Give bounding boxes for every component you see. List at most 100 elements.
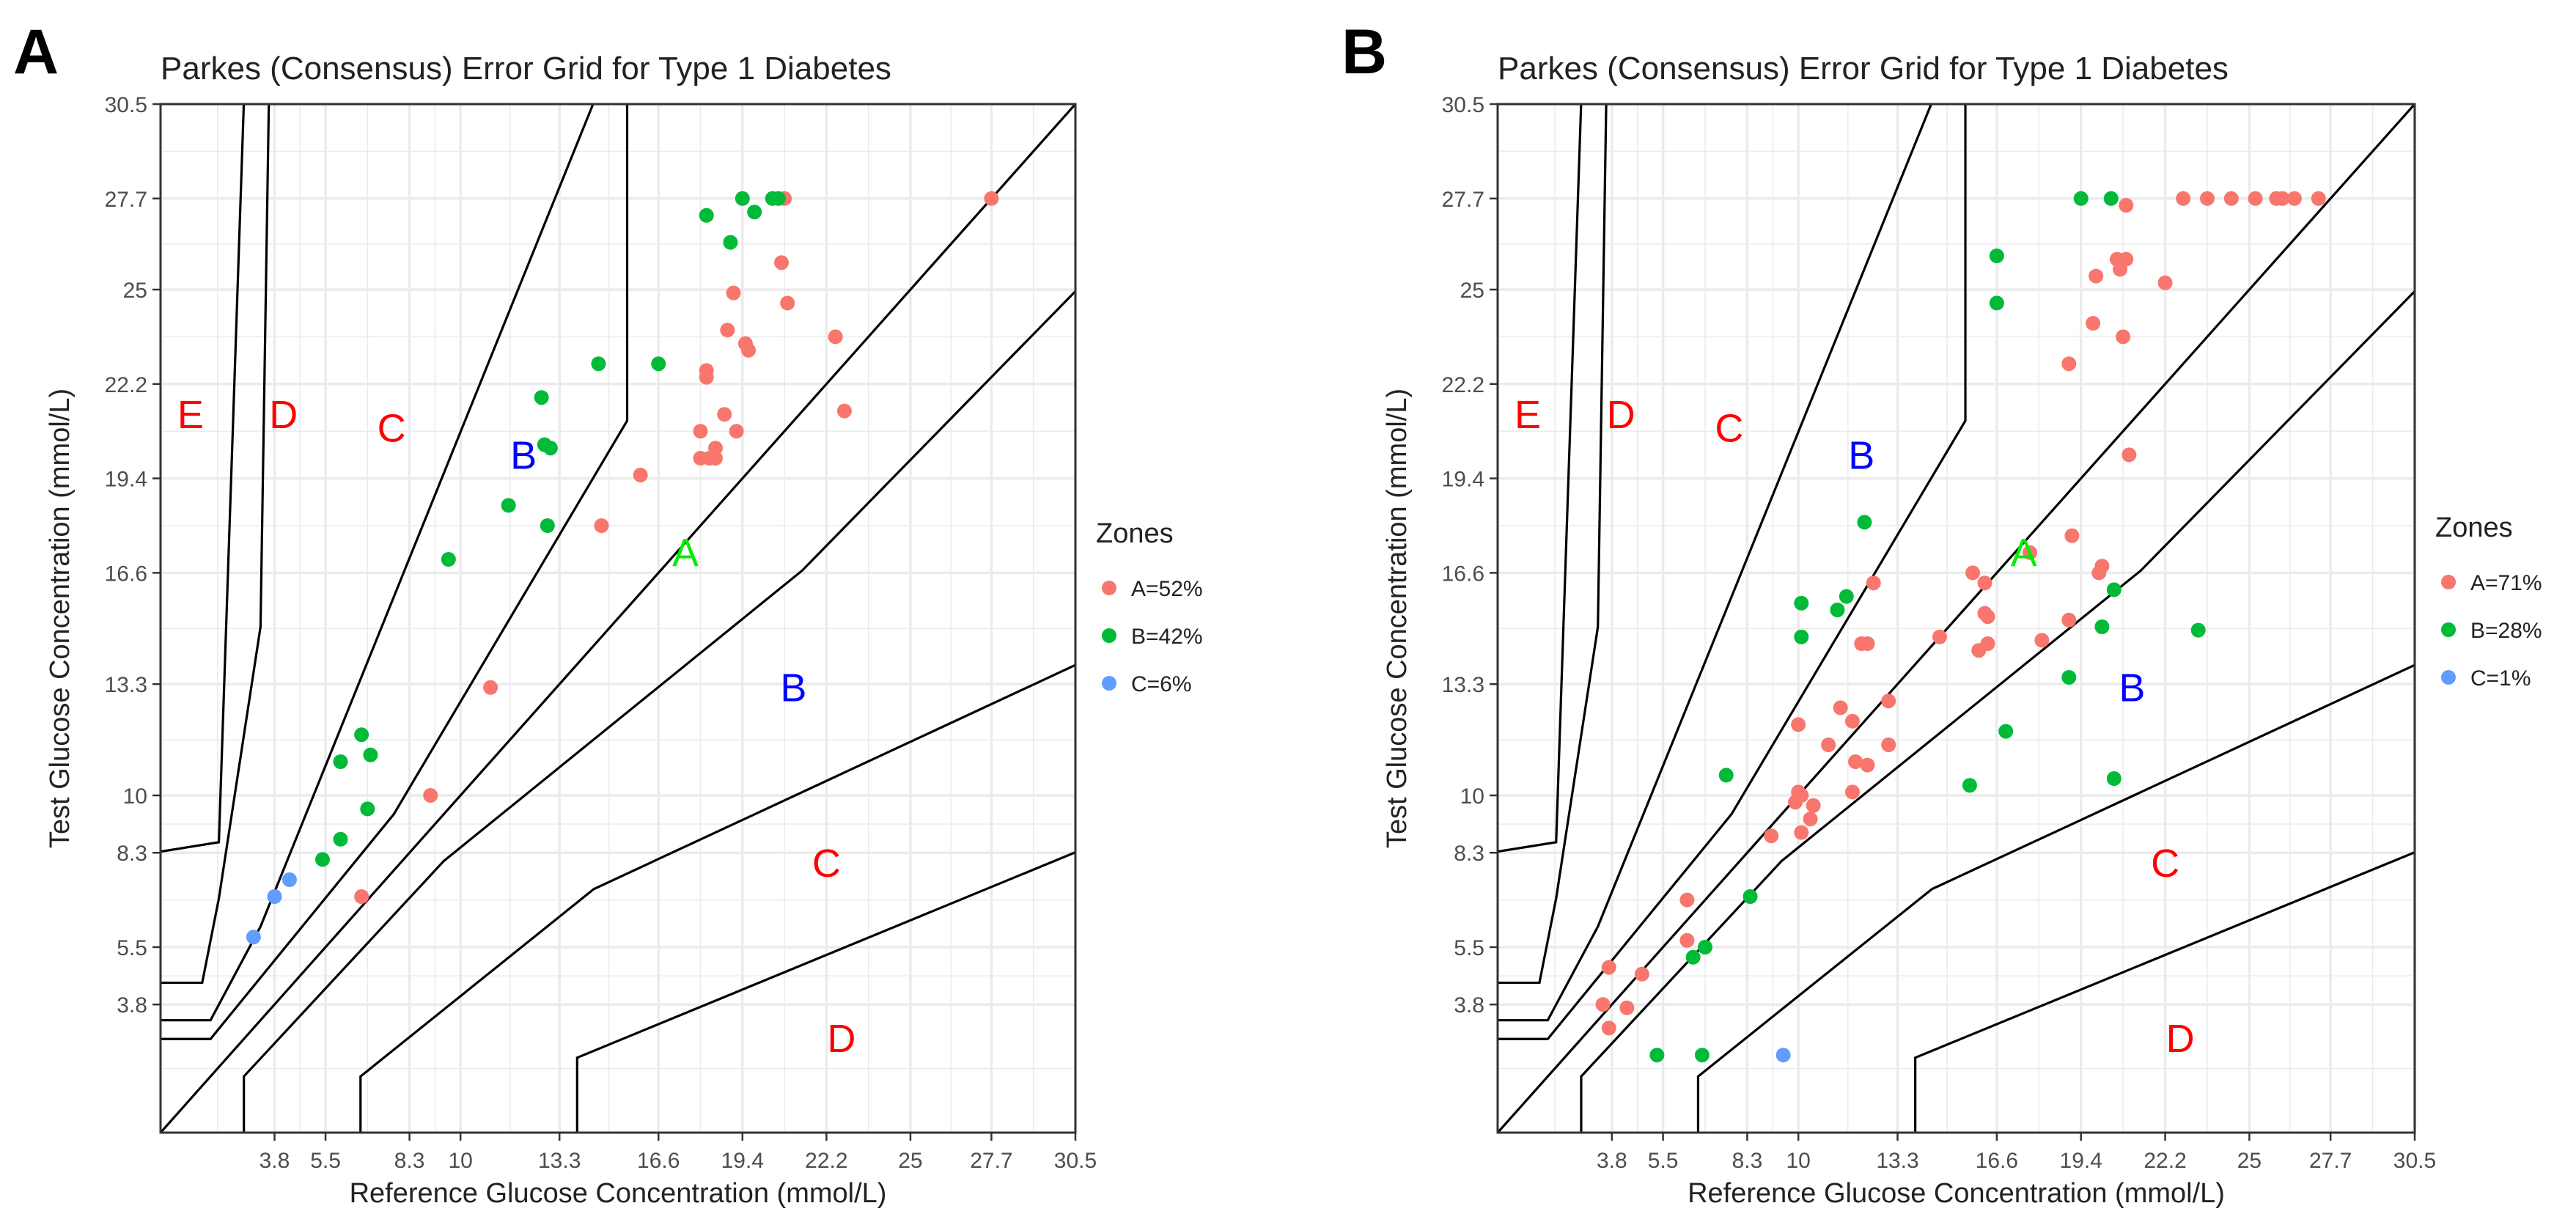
data-point — [2034, 633, 2050, 648]
legend-entry-label: A=52% — [1131, 577, 1203, 601]
chart-title: Parkes (Consensus) Error Grid for Type 1… — [161, 51, 891, 87]
data-point — [2286, 191, 2302, 206]
data-point — [1775, 1048, 1791, 1063]
data-point — [1794, 629, 1809, 644]
data-point — [2073, 191, 2089, 206]
zone-boundary-line — [1498, 104, 1967, 1040]
data-point — [747, 205, 762, 220]
data-point — [1679, 892, 1695, 908]
data-point — [1788, 795, 1803, 810]
data-point — [1743, 889, 1758, 904]
x-tick-label: 3.8 — [260, 1149, 290, 1173]
data-point — [1791, 717, 1806, 732]
y-tick-label: 30.5 — [1442, 93, 1484, 117]
x-tick-label: 25 — [2237, 1149, 2262, 1173]
data-point — [2086, 316, 2101, 331]
data-point — [1965, 565, 1981, 581]
y-tick-label: 27.7 — [1442, 188, 1484, 212]
y-tick-label: 3.8 — [1454, 993, 1484, 1018]
zone-label-c: C — [812, 842, 841, 886]
legend-key — [2441, 622, 2456, 637]
data-point — [740, 342, 756, 358]
data-point — [726, 285, 741, 301]
y-axis-title: Test Glucose Concentration (mmol/L) — [1382, 389, 1413, 848]
x-tick-label: 5.5 — [1648, 1149, 1679, 1173]
x-tick-label: 8.3 — [1732, 1149, 1763, 1173]
data-point — [483, 680, 498, 695]
data-point — [1857, 515, 1872, 530]
zone-label-b: B — [2119, 666, 2145, 710]
x-axis-title: Reference Glucose Concentration (mmol/L) — [350, 1178, 887, 1209]
data-point — [1989, 249, 2004, 263]
data-point — [633, 468, 648, 482]
data-point — [2106, 582, 2121, 597]
data-point — [2223, 191, 2239, 206]
data-point — [354, 727, 369, 743]
data-point — [1989, 295, 2004, 311]
data-point — [1679, 932, 1695, 948]
zone-boundary-line — [1696, 663, 2415, 1133]
data-point — [333, 831, 348, 847]
y-tick-label: 22.2 — [1442, 373, 1484, 397]
data-point — [2061, 670, 2077, 685]
series-zone-b — [1649, 191, 2206, 1063]
legend-key — [1102, 628, 1116, 643]
panel-a: A Parkes (Consensus) Error Grid for Type … — [13, 17, 1203, 1209]
data-point — [2311, 191, 2326, 206]
zone-label-e: E — [1515, 393, 1541, 437]
legend-entry-label: A=71% — [2470, 571, 2542, 595]
zone-boundary-line — [1580, 290, 2415, 1133]
zone-boundary-line — [1914, 850, 2415, 1133]
data-point — [354, 889, 369, 904]
data-point — [1998, 724, 2014, 739]
data-point — [1932, 629, 1947, 644]
data-point — [780, 295, 795, 311]
x-tick-label: 30.5 — [1054, 1149, 1097, 1173]
zone-label-d: D — [2166, 1017, 2195, 1061]
legend: Zones A=71% B=28% C=1% — [2435, 512, 2542, 691]
legend-title: Zones — [1096, 518, 1174, 549]
zone-label-d: D — [1607, 393, 1635, 437]
zone-label-b: B — [1848, 433, 1874, 477]
zone-boundary-line — [161, 104, 271, 985]
data-point — [1794, 595, 1809, 611]
zone-boundary-line — [1498, 104, 1583, 853]
data-point — [1634, 966, 1649, 982]
x-tick-label: 3.8 — [1597, 1149, 1627, 1173]
zone-boundary-line — [161, 104, 595, 1022]
data-point — [1860, 757, 1875, 773]
data-point — [707, 451, 723, 466]
data-point — [2106, 771, 2121, 786]
x-tick-label: 22.2 — [805, 1149, 847, 1173]
y-tick-label: 8.3 — [117, 842, 147, 866]
zone-label-a: A — [672, 531, 699, 575]
data-point — [828, 329, 843, 345]
legend-key — [2441, 670, 2456, 685]
zone-label-c: C — [1715, 406, 1743, 450]
x-tick-label: 13.3 — [538, 1149, 581, 1173]
data-point — [717, 407, 732, 422]
data-point — [2064, 528, 2080, 543]
data-point — [1830, 603, 1845, 617]
y-tick-label: 25 — [123, 279, 147, 303]
identity-line — [161, 104, 1075, 1133]
data-point — [2061, 612, 2077, 628]
data-point — [2103, 191, 2119, 206]
data-point — [2094, 619, 2110, 634]
data-point — [267, 889, 282, 904]
x-tick-label: 13.3 — [1876, 1149, 1918, 1173]
x-tick-label: 10 — [1786, 1149, 1810, 1173]
data-point — [1821, 737, 1836, 752]
y-tick-label: 3.8 — [117, 993, 147, 1018]
zone-boundary-line — [1498, 104, 1933, 1022]
x-tick-label: 5.5 — [310, 1149, 341, 1173]
legend-entry-label: C=1% — [2470, 666, 2531, 691]
data-point — [333, 754, 348, 769]
panel-border — [1496, 103, 2416, 1134]
y-tick-label: 8.3 — [1454, 842, 1484, 866]
data-point — [984, 191, 999, 206]
x-tick-label: 16.6 — [1976, 1149, 2018, 1173]
data-point — [1698, 940, 1713, 954]
data-point — [693, 424, 708, 439]
data-point — [1844, 784, 1860, 800]
